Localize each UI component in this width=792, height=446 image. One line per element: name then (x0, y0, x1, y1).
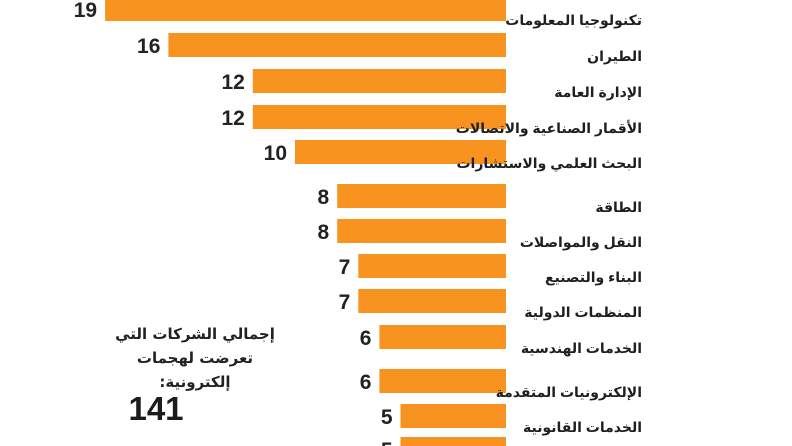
bar (400, 404, 506, 428)
total-caption-line1: إجمالي الشركات التي (115, 325, 275, 343)
bar-value-label: 7 (339, 256, 351, 279)
category-label: النقل والمواصلات (520, 234, 642, 251)
bar-value-label: 6 (360, 327, 372, 350)
total-caption: إجمالي الشركات التي تعرضت لهجمات إلكترون… (110, 322, 280, 394)
bar (105, 0, 506, 21)
category-label: الإدارة العامة (554, 84, 642, 101)
category-label: البحث العلمي والاستشارات (456, 155, 642, 172)
bar-value-label: 12 (221, 71, 244, 94)
bar (400, 437, 506, 446)
bar-value-label: 5 (381, 439, 393, 446)
bar (295, 140, 506, 164)
bar (358, 289, 506, 313)
bar-value-label: 12 (221, 107, 244, 130)
bar-value-label: 7 (339, 291, 351, 314)
category-label: المنظمات الدولية (524, 304, 642, 321)
category-label: تكنولوجيا المعلومات (505, 12, 642, 29)
bar (252, 105, 506, 129)
bar (337, 219, 506, 243)
total-caption-line2: تعرضت لهجمات إلكترونية: (136, 349, 254, 391)
bar (379, 325, 506, 349)
category-label: الأقمار الصناعية والاتصالات (456, 120, 642, 137)
bar-value-label: 5 (381, 406, 393, 429)
category-label: الطاقة (595, 199, 642, 215)
category-label: البناء والتصنيع (545, 269, 642, 286)
bar-value-label: 6 (360, 371, 372, 394)
bar (252, 69, 506, 93)
category-label: الخدمات الهندسية (521, 340, 642, 357)
category-label: الإلكترونيات المتقدمة (496, 384, 642, 401)
bar-value-label: 16 (137, 35, 160, 58)
bar (337, 184, 506, 208)
bar (379, 369, 506, 393)
bar (358, 254, 506, 278)
bar (168, 33, 506, 57)
bar-value-label: 19 (74, 0, 97, 22)
category-label: الطيران (587, 48, 642, 65)
bar-value-label: 8 (318, 186, 330, 209)
total-value: 141 (128, 390, 184, 427)
bar-value-label: 8 (318, 221, 330, 244)
bar-value-label: 10 (264, 142, 287, 165)
category-label: الخدمات القانونية (523, 419, 642, 436)
